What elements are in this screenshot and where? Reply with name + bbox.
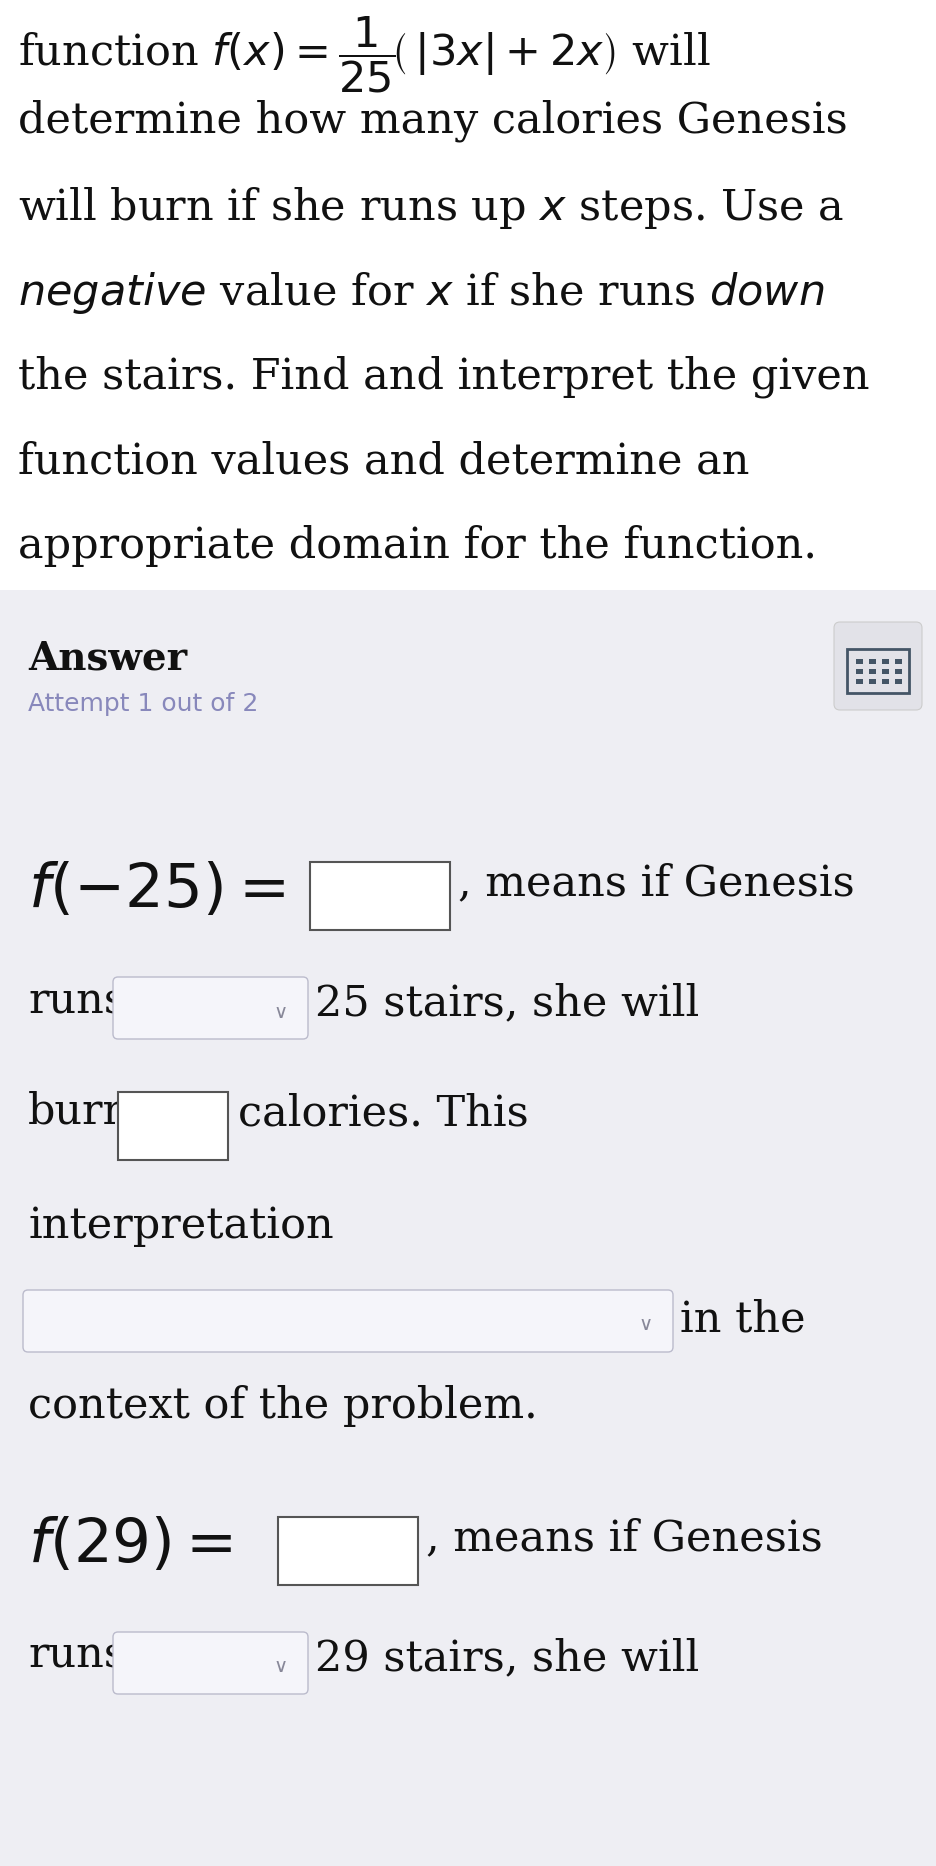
- Bar: [895, 659, 902, 664]
- FancyBboxPatch shape: [834, 621, 922, 709]
- Text: $f(29) =$: $f(29) =$: [28, 1515, 232, 1575]
- Bar: [856, 670, 863, 674]
- Bar: [869, 679, 876, 685]
- FancyBboxPatch shape: [113, 1633, 308, 1694]
- Bar: [895, 679, 902, 685]
- Text: interpretation: interpretation: [28, 1205, 334, 1246]
- Text: appropriate domain for the function.: appropriate domain for the function.: [18, 524, 817, 567]
- FancyBboxPatch shape: [113, 978, 308, 1039]
- FancyBboxPatch shape: [118, 1092, 228, 1161]
- Text: $\mathit{negative}$ value for $x$ if she runs $\mathit{down}$: $\mathit{negative}$ value for $x$ if she…: [18, 271, 825, 315]
- Text: ∨: ∨: [274, 1002, 288, 1021]
- Text: ∨: ∨: [274, 1657, 288, 1676]
- Text: function values and determine an: function values and determine an: [18, 440, 750, 481]
- Bar: [895, 670, 902, 674]
- Text: , means if Genesis: , means if Genesis: [426, 1517, 823, 1558]
- Text: context of the problem.: context of the problem.: [28, 1385, 538, 1427]
- Text: runs: runs: [28, 980, 126, 1023]
- Text: Answer: Answer: [28, 640, 187, 677]
- Text: runs: runs: [28, 1635, 126, 1678]
- Text: burn: burn: [28, 1090, 131, 1133]
- Bar: [882, 670, 889, 674]
- Text: determine how many calories Genesis: determine how many calories Genesis: [18, 101, 848, 142]
- Text: , means if Genesis: , means if Genesis: [458, 862, 855, 903]
- Bar: [0, 0, 936, 590]
- FancyBboxPatch shape: [23, 1289, 673, 1353]
- Text: function $f(x) = \dfrac{1}{25}\!\left(\,|3x| + 2x\right)$ will: function $f(x) = \dfrac{1}{25}\!\left(\,…: [18, 15, 710, 95]
- Bar: [856, 659, 863, 664]
- Text: in the: in the: [680, 1299, 806, 1342]
- Bar: [856, 679, 863, 685]
- Bar: [882, 659, 889, 664]
- Text: the stairs. Find and interpret the given: the stairs. Find and interpret the given: [18, 355, 870, 397]
- Bar: [869, 659, 876, 664]
- Text: 29 stairs, she will: 29 stairs, she will: [315, 1636, 699, 1679]
- Text: Attempt 1 out of 2: Attempt 1 out of 2: [28, 692, 258, 717]
- Text: will burn if she runs up $x$ steps. Use a: will burn if she runs up $x$ steps. Use …: [18, 185, 844, 231]
- Bar: [869, 670, 876, 674]
- Bar: [882, 679, 889, 685]
- FancyBboxPatch shape: [278, 1517, 418, 1584]
- Bar: [0, 590, 936, 1866]
- Text: $f(-25) =$: $f(-25) =$: [28, 860, 285, 920]
- Text: ∨: ∨: [639, 1316, 653, 1334]
- Text: calories. This: calories. This: [238, 1092, 529, 1135]
- Text: 25 stairs, she will: 25 stairs, she will: [315, 982, 699, 1024]
- FancyBboxPatch shape: [310, 862, 450, 929]
